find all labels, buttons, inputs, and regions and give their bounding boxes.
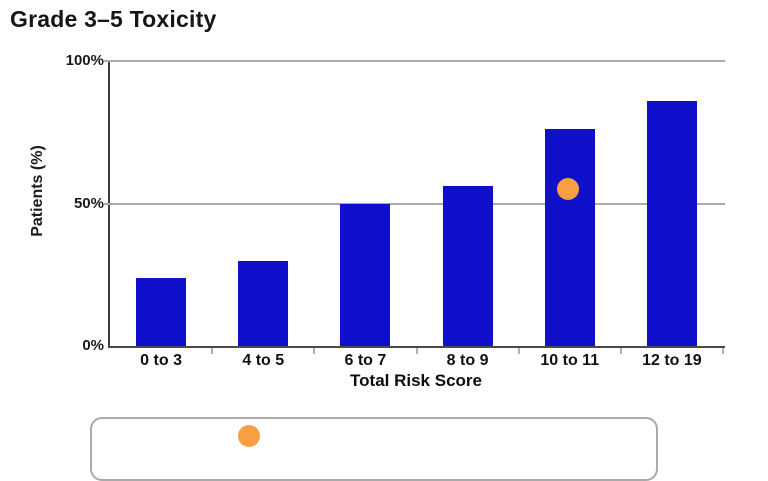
x-tick-label-0-to-3: 0 to 3 [140, 352, 182, 369]
highlight-point-marker [556, 178, 579, 201]
x-axis-tick [517, 348, 520, 354]
legend-point-marker-icon [238, 425, 260, 447]
x-axis-title: Total Risk Score [350, 371, 482, 390]
x-axis-tick [211, 348, 214, 354]
plot-area [104, 60, 725, 354]
bar-10-to-11 [544, 129, 595, 346]
x-axis-line [108, 346, 725, 348]
x-tick-label-12-to-19: 12 to 19 [642, 352, 702, 369]
bar-8-to-9 [442, 186, 493, 346]
bar-12-to-19 [646, 100, 697, 346]
y-tick-label-100%: 100% [65, 52, 104, 69]
x-tick-label-4-to-5: 4 to 5 [242, 352, 285, 369]
bar-0-to-3 [136, 277, 187, 346]
x-axis-tick [415, 348, 418, 354]
x-axis-tick [619, 348, 622, 354]
y-tick-label-50%: 50% [73, 194, 104, 212]
gridline-50% [104, 202, 725, 205]
x-tick-label-8-to-9: 8 to 9 [446, 352, 489, 369]
x-tick-label-10-to-11: 10 to 11 [540, 352, 600, 369]
y-axis-line [108, 61, 110, 348]
bar-4-to-5 [238, 260, 289, 346]
chart-page: { "chart_data": { "type": "bar", "title"… [10, 6, 725, 481]
y-axis-title: Patients (%) [29, 145, 46, 237]
chart-title: Grade 3–5 Toxicity [10, 6, 217, 32]
x-axis-tick [313, 348, 316, 354]
y-tick-label-0%: 0% [82, 337, 104, 354]
x-tick-label-6-to-7: 6 to 7 [344, 352, 387, 369]
bar-6-to-7 [340, 203, 391, 346]
gridline-100% [104, 60, 725, 62]
x-axis-tick [722, 348, 724, 354]
